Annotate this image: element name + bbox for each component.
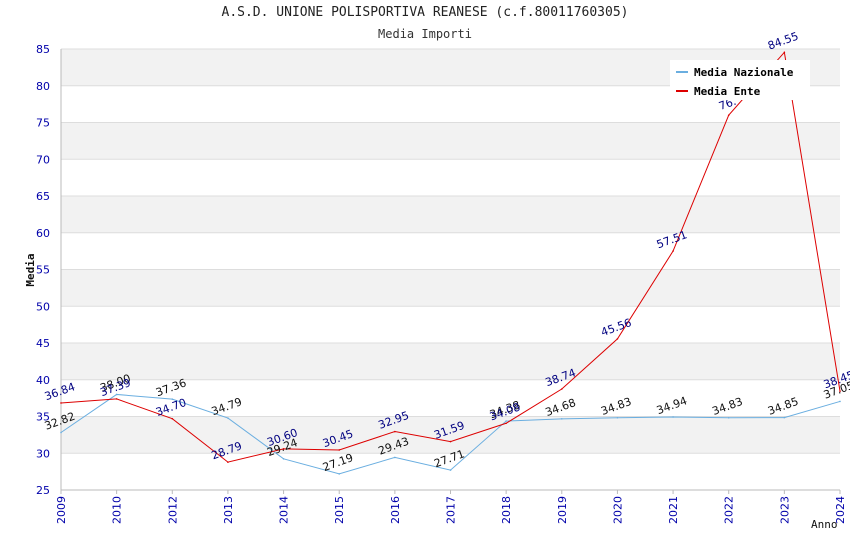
x-axis-ticks: 2009 2010 2012 2013 2014 2015 2016 2017 2018 2019… — [55, 490, 847, 524]
y-tick-label: 55 — [36, 264, 50, 277]
data-point — [727, 416, 730, 419]
y-tick-label: 75 — [36, 117, 50, 130]
grid-band — [61, 196, 840, 233]
data-point — [338, 449, 341, 451]
grid-band — [61, 379, 840, 417]
data-point — [560, 388, 563, 390]
data-point — [338, 473, 341, 475]
data-point — [727, 114, 730, 116]
y-tick-label: 80 — [36, 80, 50, 93]
y-tick-label: 60 — [36, 227, 50, 240]
x-tick-label: 2023 — [778, 496, 791, 524]
grid-band — [61, 453, 840, 490]
data-point — [227, 417, 229, 419]
y-tick-label: 85 — [36, 43, 50, 56]
x-tick-label: 2013 — [222, 496, 235, 524]
series-group — [60, 51, 841, 475]
data-point — [839, 400, 841, 403]
data-point — [783, 51, 786, 54]
x-tick-label: 2024 — [834, 496, 847, 524]
y-tick-label: 45 — [36, 337, 50, 350]
x-tick-label: 2014 — [278, 496, 291, 524]
x-tick-label: 2015 — [333, 496, 346, 524]
grid-band — [61, 269, 840, 307]
grid-band — [61, 232, 840, 270]
data-point — [839, 390, 841, 392]
chart-subtitle: Media Importi — [378, 27, 472, 41]
legend: Media Nazionale Media Ente — [670, 60, 810, 100]
data-point — [505, 422, 507, 425]
x-tick-label: 2012 — [166, 496, 179, 524]
data-point — [227, 461, 229, 463]
y-tick-label: 50 — [36, 300, 50, 313]
data-point — [505, 420, 507, 422]
x-tick-label: 2018 — [500, 496, 513, 524]
y-tick-label: 35 — [36, 411, 50, 424]
chart-title: A.S.D. UNIONE POLISPORTIVA REANESE (c.f.… — [221, 5, 629, 20]
grid-band — [61, 416, 840, 454]
y-tick-label: 65 — [36, 190, 50, 203]
x-tick-label: 2016 — [389, 496, 402, 524]
data-point — [672, 250, 674, 252]
data-point — [616, 338, 619, 340]
y-tick-label: 30 — [36, 447, 50, 460]
legend-label-media-nazionale: Media Nazionale — [694, 66, 794, 79]
data-point — [616, 416, 619, 419]
data-point — [115, 398, 118, 400]
grid-band — [61, 122, 840, 160]
x-axis-label: Anno — [811, 518, 838, 531]
data-point — [394, 456, 396, 459]
legend-box — [670, 60, 810, 100]
x-tick-label: 2017 — [445, 496, 458, 524]
data-point — [60, 402, 62, 404]
data-point — [171, 417, 174, 420]
x-tick-label: 2010 — [111, 496, 124, 524]
x-tick-label: 2019 — [556, 496, 569, 524]
x-tick-label: 2021 — [667, 496, 680, 524]
y-tick-label: 40 — [36, 374, 50, 387]
y-tick-label: 70 — [36, 153, 50, 166]
data-point — [672, 416, 674, 418]
data-point — [783, 416, 786, 419]
x-tick-label: 2022 — [723, 496, 736, 524]
data-point — [282, 448, 285, 450]
y-axis-ticks: 25 30 35 40 45 50 55 60 65 70 75 80 85 — [36, 43, 50, 497]
y-axis-label: Media — [24, 253, 37, 286]
x-tick-label: 2020 — [611, 496, 624, 524]
data-point — [394, 430, 396, 433]
data-point — [449, 440, 452, 443]
grid-lines — [60, 48, 840, 491]
data-point — [115, 393, 118, 396]
data-point — [560, 418, 563, 420]
data-point — [60, 431, 62, 434]
data-point — [449, 469, 452, 471]
grid-band — [61, 343, 840, 380]
x-tick-label: 2009 — [55, 496, 68, 524]
data-point — [282, 458, 285, 460]
data-point — [171, 398, 174, 400]
grid-band — [61, 306, 840, 343]
grid-band — [61, 159, 840, 196]
y-tick-label: 25 — [36, 484, 50, 497]
legend-label-media-ente: Media Ente — [694, 85, 761, 98]
